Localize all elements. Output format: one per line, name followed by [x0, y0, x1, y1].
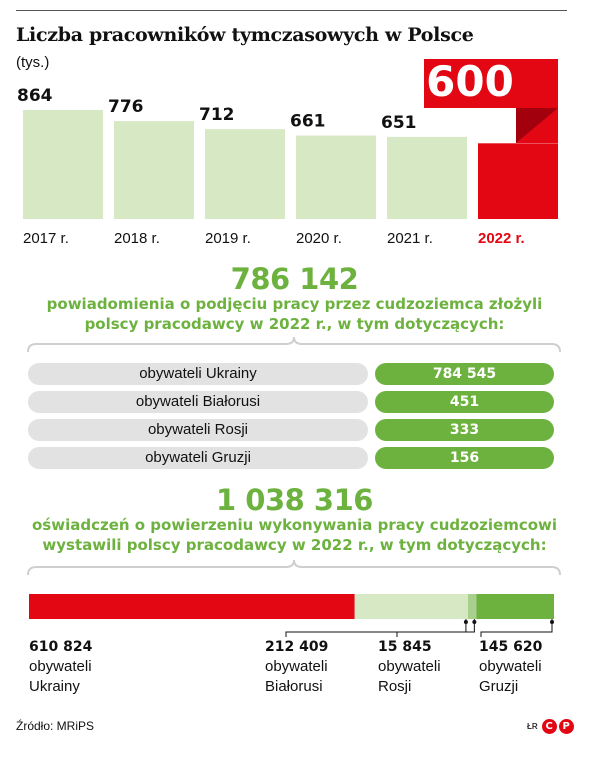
segment-label-georgia: 145 620 obywateli Gruzji [479, 637, 542, 697]
notification-value: 333 [375, 419, 554, 441]
segment-leader-dot [550, 620, 554, 624]
bar-value-label: 864 [17, 86, 53, 106]
declarations-description: oświadczeń o powierzeniu wykonywania pra… [0, 515, 589, 555]
bar-2018 [114, 121, 194, 219]
source-note: Źródło: MRiPS [16, 719, 95, 733]
notifications-description-line-1: powiadomienia o podjęciu pracy przez cud… [46, 295, 543, 313]
notification-row-belarus: obywateli Białorusi 451 [28, 391, 554, 413]
segment-label-line: obywateli [378, 658, 441, 675]
bar-value-label: 661 [290, 112, 326, 132]
segment-georgia [476, 594, 554, 619]
segment-leader-line [396, 619, 475, 637]
author-initials: ŁR [527, 721, 538, 731]
category-label: 2018 r. [114, 230, 160, 247]
declarations-description-line-2: wystawili polscy pracodawcy w 2022 r., w… [42, 536, 547, 554]
segment-russia [467, 594, 477, 619]
segment-belarus [354, 594, 468, 619]
notification-value: 451 [375, 391, 554, 413]
segment-value: 610 824 [29, 639, 93, 655]
declarations-brace [27, 559, 561, 576]
bar-2019 [205, 129, 285, 219]
segment-value: 145 620 [479, 639, 543, 655]
declarations-description-line-1: oświadczeń o powierzeniu wykonywania pra… [31, 516, 558, 534]
segment-label-line: Gruzji [479, 678, 519, 695]
category-label: 2020 r. [296, 230, 342, 247]
bar-2020 [296, 135, 376, 219]
segment-value: 15 845 [378, 639, 432, 655]
highlight-flag-fold [516, 108, 558, 143]
logo-letter-c: C [541, 718, 557, 734]
segment-label-belarus: 212 409 obywateli Białorusi [265, 637, 328, 697]
bar-2021 [387, 136, 467, 219]
credit: ŁR C P [527, 715, 574, 737]
notification-row-georgia: obywateli Gruzji 156 [28, 447, 554, 469]
notifications-description-line-2: polscy pracodawcy w 2022 r., w tym dotyc… [84, 315, 505, 333]
category-label: 2021 r. [387, 230, 433, 247]
segment-leader-dot [463, 620, 468, 624]
notification-value: 156 [375, 447, 554, 469]
segment-label-line: obywateli [479, 658, 542, 675]
bar-value-label: 776 [108, 97, 144, 117]
notification-label: obywateli Ukrainy [28, 363, 368, 385]
segment-label-ukraine: 610 824 obywateli Ukrainy [29, 637, 92, 697]
segment-leader-dot [472, 620, 477, 624]
segment-value: 212 409 [265, 639, 329, 655]
segment-leader-line [285, 619, 467, 637]
bar-chart: 2017 r. 864 2018 r. 776 2019 r. 712 2020 r. 661… [17, 57, 558, 247]
category-label: 2019 r. [205, 230, 251, 247]
segment-label-line: Białorusi [265, 678, 323, 695]
segment-label-line: obywateli [265, 658, 328, 675]
bar-2017 [23, 110, 103, 219]
notification-row-ukraine: obywateli Ukrainy 784 545 [28, 363, 554, 385]
logo-letter-p: P [558, 718, 574, 734]
category-label: 2017 r. [23, 230, 69, 247]
bar-value-label-highlight: 600 [426, 57, 514, 106]
segment-label-russia: 15 845 obywateli Rosji [378, 637, 441, 697]
chart-unit: (tys.) [16, 54, 50, 71]
segment-leader-line [480, 619, 553, 637]
notifications-brace [27, 336, 561, 353]
notification-label: obywateli Rosji [28, 419, 368, 441]
bar-2022 [478, 143, 558, 219]
notifications-description: powiadomienia o podjęciu pracy przez cud… [0, 294, 589, 334]
bar-value-label: 651 [381, 113, 417, 133]
segment-ukraine [29, 594, 355, 619]
segment-label-line: Ukrainy [29, 678, 80, 695]
stacked-bar [29, 594, 554, 637]
notification-label: obywateli Białorusi [28, 391, 368, 413]
top-rule [16, 10, 567, 11]
category-label: 2022 r. [478, 230, 525, 247]
chart-title: Liczba pracowników tymczasowych w Polsce [16, 24, 474, 46]
bar-value-label: 712 [199, 105, 235, 125]
notifications-total: 786 142 [230, 262, 359, 296]
segment-label-line: obywateli [29, 658, 92, 675]
notification-label: obywateli Gruzji [28, 447, 368, 469]
notification-row-russia: obywateli Rosji 333 [28, 419, 554, 441]
segment-label-line: Rosji [378, 678, 412, 695]
notification-value: 784 545 [375, 363, 554, 385]
declarations-total: 1 038 316 [216, 483, 373, 517]
